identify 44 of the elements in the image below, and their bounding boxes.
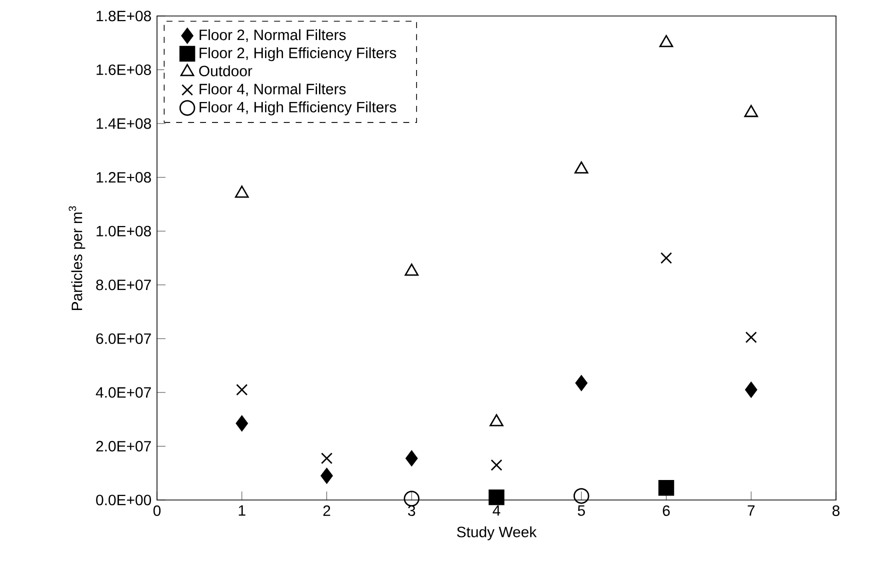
point — [744, 104, 758, 118]
y-tick-label: 1.8E+08 — [96, 10, 151, 22]
y-tick-label: 0.0E+00 — [96, 494, 152, 506]
legend-label: Floor 4, Normal Filters — [200, 83, 346, 96]
y-tick-label: 2.0E+07 — [96, 440, 151, 452]
point — [234, 186, 249, 198]
x-tick-label: 2 — [323, 505, 330, 516]
y-tick-label: 8.0E+07 — [96, 280, 151, 290]
y-tick-label: 4.0E+07 — [96, 387, 151, 398]
point — [575, 375, 588, 391]
y-tick-label: 6.0E+07 — [96, 333, 151, 344]
legend-label: Outdoor — [199, 65, 252, 76]
x-tick-label: 0 — [153, 505, 161, 516]
point — [745, 382, 758, 398]
point — [659, 35, 674, 48]
point — [745, 332, 757, 344]
point — [488, 489, 504, 506]
point — [660, 252, 672, 264]
legend-label: Floor 4, High Efficiency Filters — [200, 101, 396, 116]
point — [404, 264, 419, 276]
point — [236, 415, 248, 432]
y-tick-label: 1.6E+08 — [96, 64, 151, 76]
legend-label: Floor 2, High Efficiency Filters — [200, 47, 396, 62]
point — [404, 490, 420, 507]
x-tick-label: 8 — [832, 505, 840, 516]
point — [490, 459, 502, 471]
point — [574, 488, 590, 504]
x-tick-label: 6 — [662, 505, 670, 516]
point — [658, 480, 674, 496]
y-tick-label: 1.0E+08 — [96, 226, 151, 236]
legend-label: Floor 2, Normal Filters — [200, 29, 346, 42]
x-tick-label: 7 — [748, 505, 755, 516]
x-axis-title: Study Week — [457, 526, 537, 540]
point — [574, 161, 588, 174]
x-tick-label: 4 — [492, 505, 500, 516]
point — [320, 452, 333, 464]
x-tick-label: 5 — [578, 505, 585, 516]
point — [320, 468, 333, 484]
point — [236, 384, 248, 396]
point — [406, 450, 418, 466]
y-axis-title: Particles per m$^{3}$ — [68, 206, 86, 310]
y-tick-label: 1.4E+08 — [96, 118, 151, 129]
y-tick-label: 1.2E+08 — [96, 172, 151, 183]
x-tick-label: 1 — [238, 505, 246, 516]
